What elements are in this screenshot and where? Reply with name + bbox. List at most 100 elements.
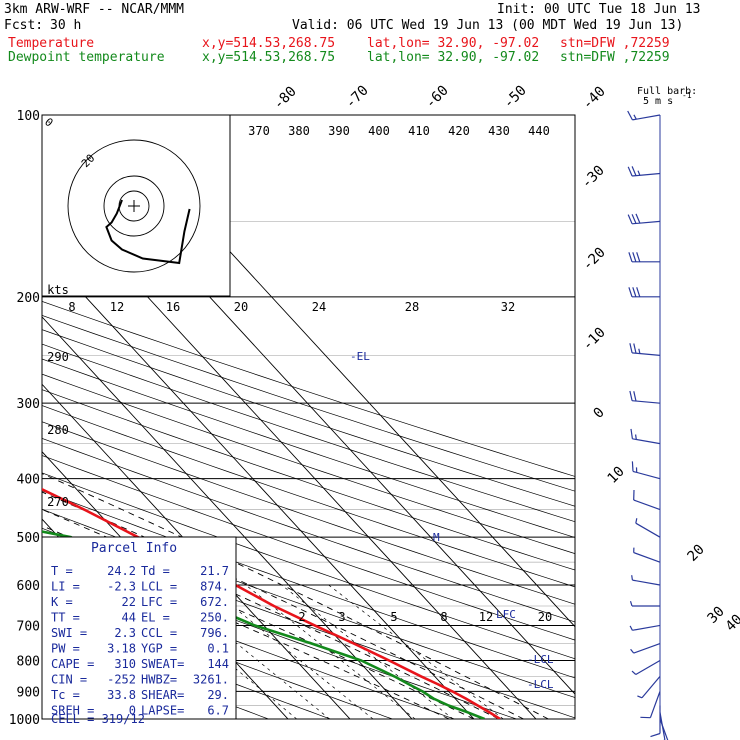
moist-adiabat <box>42 540 450 719</box>
init-time: Init: 00 UTC Tue 18 Jun 13 <box>497 2 701 17</box>
wind-barb <box>637 675 661 699</box>
barb-flag <box>627 214 633 225</box>
isotherm-label: -70 <box>343 83 372 112</box>
barb-staff <box>641 675 661 699</box>
temp-legend-xy: x,y=514.53,268.75 <box>202 36 336 51</box>
barb-flag <box>629 390 633 401</box>
theta-label: 380 <box>288 124 310 138</box>
wind-barb <box>631 461 661 480</box>
wind-barb <box>627 213 661 225</box>
dry-adiabat <box>42 588 394 719</box>
dew-legend-latlon: lat,lon= 32.90, -97.02 <box>367 50 540 65</box>
barb-half-flag <box>633 114 637 120</box>
parcel-value: -2.3 <box>107 580 136 594</box>
mixing-ratio-label: 12 <box>479 610 493 624</box>
valid-time: Valid: 06 UTC Wed 19 Jun 13 (00 MDT Wed … <box>292 18 684 33</box>
barb-half-flag <box>637 695 643 699</box>
parcel-key: PW = <box>51 642 80 656</box>
barb-flag <box>633 391 637 402</box>
pressure-label: 500 <box>17 531 40 546</box>
isotherm-label: -30 <box>579 163 608 192</box>
pressure-label: 400 <box>17 473 40 488</box>
barb-half-flag <box>629 625 633 631</box>
barb-half-flag <box>637 170 641 176</box>
mixing-ratio-line <box>245 584 416 719</box>
parcel-key: SREH = <box>51 704 94 718</box>
parcel-key: Tc = <box>51 688 80 702</box>
parcel-key: LAPSE= <box>141 704 184 718</box>
isotherm-label: -20 <box>580 245 609 274</box>
temp-legend-latlon: lat,lon= 32.90, -97.02 <box>367 36 540 51</box>
dry-adiabat <box>42 472 575 660</box>
mixing-ratio-line <box>328 584 504 719</box>
wind-barb <box>631 659 661 676</box>
lcl-marker: -LCL <box>527 678 554 691</box>
barb-flag <box>631 166 637 176</box>
wind-barb <box>650 705 661 738</box>
isotherm-label: 20 <box>685 542 708 565</box>
dew-legend-name: Dewpoint temperature <box>8 50 165 65</box>
parcel-value: 21.7 <box>200 564 229 578</box>
parcel-value: -252 <box>107 673 136 687</box>
parcel-key: SHEAR= <box>141 688 184 702</box>
parcel-key: CIN = <box>51 673 87 687</box>
barb-staff <box>632 114 661 121</box>
parcel-value: 22 <box>122 595 136 609</box>
dry-adiabat <box>42 405 575 588</box>
pressure-label: 300 <box>17 397 40 412</box>
barb-flag <box>636 252 641 262</box>
hodo-speed-label: 24 <box>312 300 326 314</box>
forecast-hour: 30 h <box>50 18 82 33</box>
parcel-value: 310 <box>114 657 136 671</box>
barb-staff <box>632 438 661 445</box>
hodo-speed-label: 28 <box>405 300 419 314</box>
wind-barb <box>640 691 661 719</box>
dry-adiabat <box>42 438 575 623</box>
dry-adiabat <box>42 455 575 641</box>
theta-label: 420 <box>448 124 470 138</box>
barb-staff <box>632 470 661 480</box>
barb-half-flag <box>635 518 638 524</box>
pressure-label: 700 <box>17 619 40 634</box>
theta-label: 440 <box>528 124 550 138</box>
wind-barb <box>629 601 661 607</box>
isotherm-label: -40 <box>580 84 609 113</box>
parcel-value: 33.8 <box>107 688 136 702</box>
parcel-info-box <box>41 536 237 720</box>
hodograph-trace <box>105 199 191 265</box>
barb-legend-exponent: -1 <box>682 91 692 100</box>
mixing-ratio-label: 2 <box>298 610 305 624</box>
hodograph-ring <box>67 139 201 273</box>
parcel-value: 250. <box>200 611 229 625</box>
barb-staff <box>649 691 661 718</box>
hodo-speed-label: 32 <box>501 300 515 314</box>
m-marker: M <box>433 531 440 544</box>
hodo-speed-label: 20 <box>234 300 248 314</box>
wind-barb <box>631 575 661 586</box>
barb-flag <box>631 214 637 224</box>
wind-barb <box>627 166 661 177</box>
pressure-label: 200 <box>17 291 40 306</box>
mixing-ratio-label: 20 <box>538 610 552 624</box>
parcel-cell: CELL = 319/12 <box>51 712 145 726</box>
hodo-speed-label: kts <box>47 283 69 297</box>
barb-staff <box>632 172 661 177</box>
barb-flag <box>632 252 637 262</box>
hodo-speed-label: 16 <box>166 300 180 314</box>
dry-adiabat <box>42 609 332 719</box>
dry-adiabat <box>42 301 575 477</box>
barb-staff <box>633 499 661 511</box>
theta-label: 400 <box>368 124 390 138</box>
parcel-value: 0.1 <box>207 642 229 656</box>
isotherm <box>42 248 475 719</box>
isotherm-label: 0 <box>591 405 608 422</box>
barb-half-flag <box>629 601 633 607</box>
barb-staff <box>632 579 661 586</box>
theta-label: 430 <box>488 124 510 138</box>
parcel-value: 672. <box>200 595 229 609</box>
parcel-key: Td = <box>141 564 170 578</box>
parcel-value: 3.18 <box>107 642 136 656</box>
wind-barb <box>629 390 661 404</box>
parcel-value: 874. <box>200 580 229 594</box>
